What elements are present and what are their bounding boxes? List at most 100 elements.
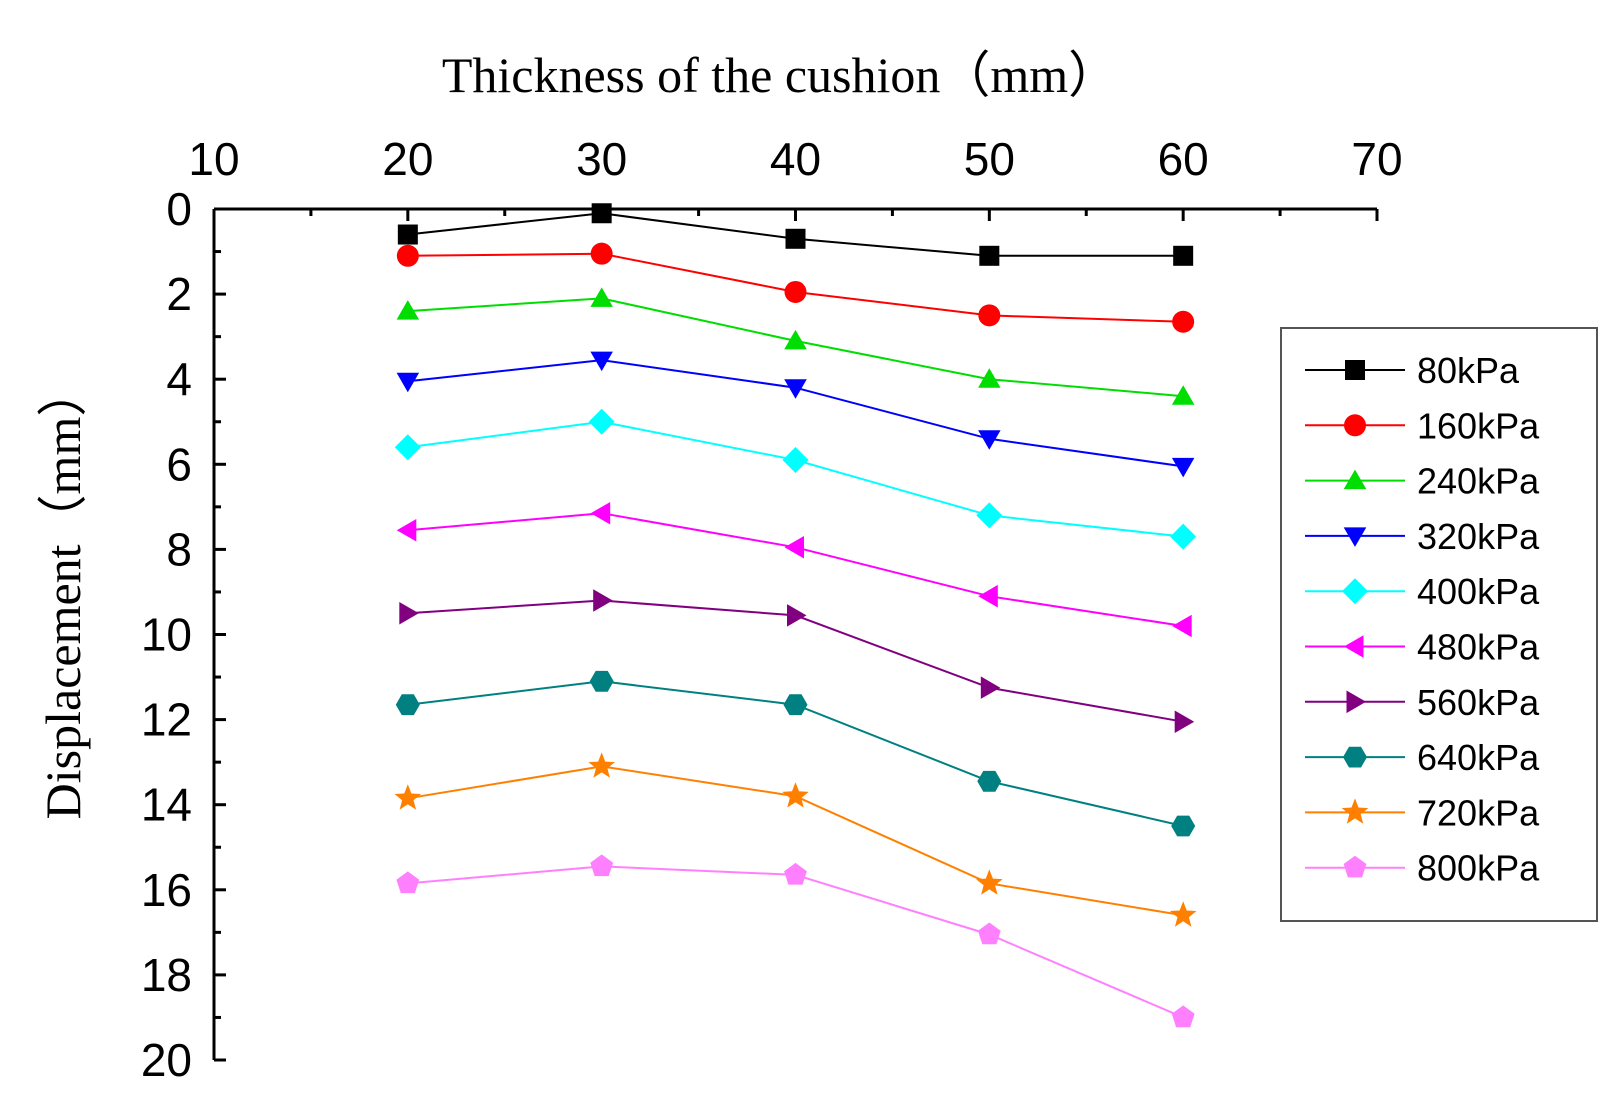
data-point — [590, 502, 611, 525]
data-point — [399, 602, 419, 625]
data-point — [784, 536, 804, 559]
data-point — [396, 871, 420, 894]
y-tick-label: 14 — [141, 779, 192, 831]
data-point — [396, 300, 420, 320]
data-point — [1173, 245, 1194, 266]
data-point — [396, 372, 420, 393]
legend-item: 400kPa — [1305, 571, 1540, 612]
data-point — [1344, 414, 1366, 437]
series-720kPa — [394, 752, 1197, 927]
data-point — [394, 434, 421, 461]
data-point — [1345, 360, 1365, 380]
series-320kPa — [396, 351, 1195, 478]
y-axis-title: Displacement（mm） — [35, 367, 91, 820]
data-point — [979, 245, 1000, 266]
legend-label: 640kPa — [1417, 737, 1540, 778]
x-tick-label: 40 — [770, 133, 821, 185]
data-point — [782, 782, 809, 808]
legend-label: 800kPa — [1417, 848, 1540, 889]
data-point — [784, 862, 807, 885]
legend-label: 240kPa — [1417, 461, 1540, 502]
series-240kPa — [396, 287, 1195, 405]
series-400kPa — [394, 408, 1197, 550]
y-tick-label: 4 — [166, 353, 192, 405]
series-80kPa — [397, 203, 1194, 266]
legend: 80kPa 160kPa 240kPa 320kPa 400kPa 480kPa 560kP… — [1280, 327, 1598, 922]
series-800kPa — [396, 854, 1195, 1028]
data-point — [784, 329, 807, 350]
data-point — [590, 242, 613, 265]
legend-item: 560kPa — [1305, 682, 1540, 723]
data-point — [591, 203, 612, 224]
data-point — [978, 430, 1001, 450]
data-point — [1343, 855, 1367, 878]
data-point — [1169, 901, 1197, 927]
legend-box — [1280, 327, 1598, 922]
data-point — [588, 408, 615, 435]
data-point — [394, 784, 422, 810]
legend-item: 640kPa — [1305, 737, 1540, 778]
data-point — [1171, 385, 1195, 405]
legend-item: 240kPa — [1305, 461, 1540, 502]
x-axis-ticks: 10 20 30 40 50 60 70 — [188, 133, 1403, 221]
legend-label: 480kPa — [1417, 627, 1540, 668]
legend-item: 160kPa — [1305, 405, 1540, 446]
y-axis-ticks: 0 2 4 6 8 10 12 14 16 18 20 — [141, 183, 226, 1086]
data-point — [590, 287, 613, 307]
series-640kPa — [395, 670, 1196, 837]
data-point — [1343, 469, 1367, 490]
data-point — [589, 670, 614, 692]
x-tick-label: 10 — [188, 133, 239, 185]
data-point — [784, 280, 807, 303]
data-point — [977, 922, 1001, 945]
x-tick-label: 30 — [576, 133, 627, 185]
data-point — [980, 676, 1001, 699]
data-point — [782, 447, 809, 473]
legend-item: 480kPa — [1305, 627, 1540, 668]
legend-label: 720kPa — [1417, 792, 1540, 833]
series-line — [407, 865, 1184, 1019]
legend-item: 80kPa — [1305, 350, 1520, 391]
data-point — [395, 694, 420, 716]
data-point — [1343, 746, 1367, 768]
data-point — [978, 368, 1001, 388]
data-point — [976, 502, 1003, 529]
data-point — [1171, 815, 1196, 837]
x-axis-title: Thickness of the cushion（mm） — [442, 47, 1118, 103]
x-tick-label: 60 — [1158, 133, 1209, 185]
data-point — [1172, 614, 1192, 638]
y-tick-label: 2 — [166, 268, 192, 320]
data-point — [783, 694, 808, 716]
legend-label: 80kPa — [1417, 350, 1520, 391]
data-point — [1344, 635, 1364, 658]
x-tick-label: 20 — [382, 133, 433, 185]
data-point — [1171, 1005, 1195, 1028]
y-tick-label: 10 — [141, 609, 192, 661]
series-560kPa — [399, 589, 1195, 733]
data-point — [1346, 690, 1366, 714]
x-tick-label: 70 — [1351, 133, 1402, 185]
data-point — [396, 519, 417, 542]
data-point — [1342, 578, 1368, 605]
data-point — [976, 869, 1003, 895]
y-tick-label: 8 — [166, 523, 192, 575]
data-point — [1343, 527, 1367, 547]
data-point — [590, 351, 613, 372]
data-point — [1341, 798, 1369, 824]
legend-label: 160kPa — [1417, 405, 1540, 446]
data-point — [397, 224, 418, 245]
legend-item: 720kPa — [1305, 792, 1540, 833]
plot-area — [394, 203, 1197, 1028]
data-point — [590, 854, 614, 877]
y-tick-label: 6 — [166, 438, 192, 490]
data-point — [784, 379, 807, 399]
legend-label: 400kPa — [1417, 571, 1540, 612]
data-point — [1171, 457, 1195, 478]
data-point — [787, 604, 807, 627]
data-point — [1174, 710, 1195, 733]
data-point — [785, 228, 806, 249]
x-tick-label: 50 — [964, 133, 1015, 185]
series-480kPa — [396, 502, 1192, 638]
series-160kPa — [396, 242, 1195, 333]
